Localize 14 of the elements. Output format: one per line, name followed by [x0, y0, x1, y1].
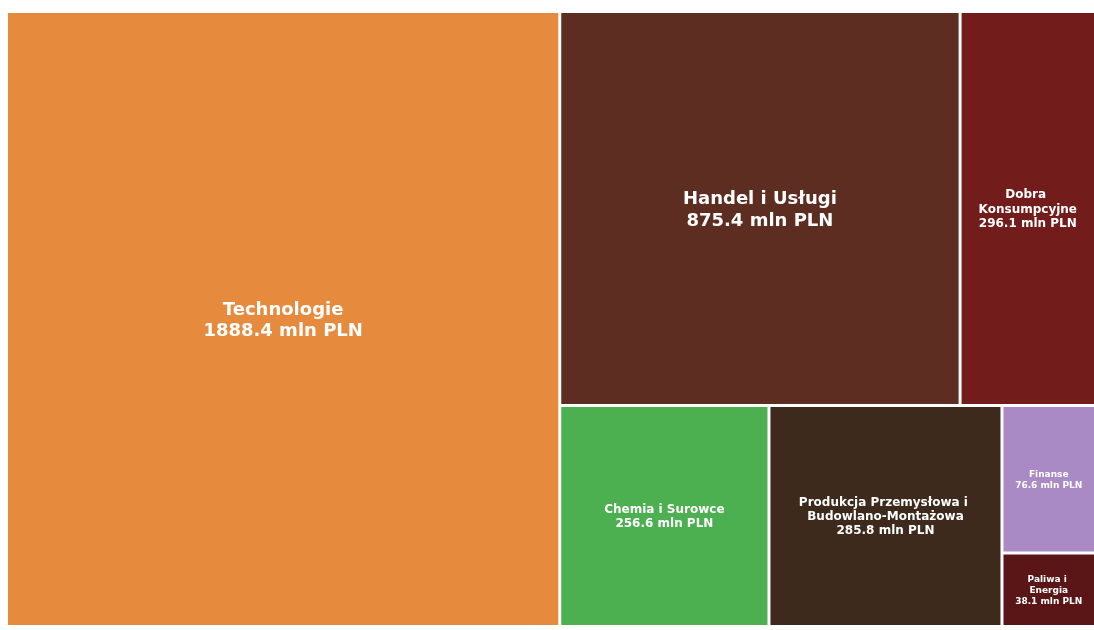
data-label: 1888.4 mln PLN: [203, 319, 363, 341]
data-label: 296.1 mln PLN: [978, 215, 1077, 230]
data-label: 38.1 mln PLN: [1015, 595, 1083, 606]
category-label: Handel i Usługi: [682, 187, 837, 209]
category-label: Technologie: [222, 297, 344, 319]
category-label: Finanse: [1028, 468, 1069, 479]
data-label: 256.6 mln PLN: [615, 516, 714, 531]
data-label: 285.8 mln PLN: [836, 523, 935, 538]
category-label: Produkcja Przemysłowa i Budowlano-Montażowa: [798, 494, 973, 523]
data-label: 76.6 mln PLN: [1015, 479, 1083, 490]
category-label: Chemia i Surowce: [604, 501, 725, 516]
category-label: Paliwa i Energia: [1027, 574, 1070, 595]
data-label: 875.4 mln PLN: [686, 208, 834, 230]
category-label: Dobra Konsumpcyjne: [978, 187, 1077, 216]
